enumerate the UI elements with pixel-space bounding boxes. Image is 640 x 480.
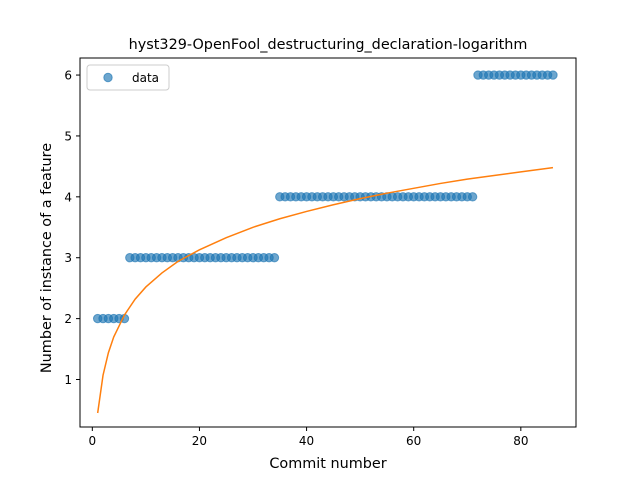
x-tick-label: 0	[88, 434, 96, 448]
x-tick-label: 20	[192, 434, 207, 448]
axes-frame	[79, 57, 577, 428]
data-point	[548, 70, 558, 80]
data-point	[467, 192, 478, 202]
y-tick-label: 3	[64, 251, 72, 265]
x-tick-label: 80	[513, 434, 528, 448]
y-tick-label: 5	[64, 129, 72, 143]
legend-label: data	[132, 71, 159, 85]
y-axis-label: Number of instance of a feature	[39, 143, 55, 373]
y-tick-label: 1	[64, 373, 72, 387]
chart-title: hyst329-OpenFool_destructuring_declarati…	[129, 37, 528, 53]
data-point	[269, 253, 280, 263]
y-tick-label: 4	[64, 190, 72, 204]
legend-marker	[103, 72, 113, 83]
y-tick-label: 6	[64, 69, 72, 83]
x-axis-label: Commit number	[269, 456, 386, 472]
legend-box	[86, 64, 170, 91]
legend: data	[86, 64, 170, 91]
x-tick-label: 40	[299, 434, 314, 448]
y-tick-label: 2	[64, 312, 72, 326]
fit-line	[96, 166, 554, 414]
x-tick-label: 60	[406, 434, 421, 448]
plot-area: 0 20 40 60 80 1 2 3 4 5 6	[64, 57, 577, 448]
